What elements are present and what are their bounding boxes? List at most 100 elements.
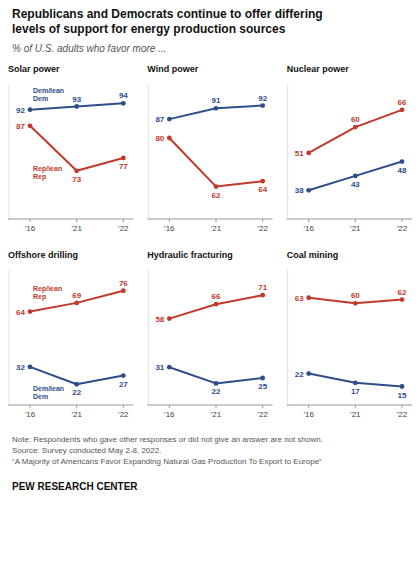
x-tick-label: '16 (164, 410, 175, 419)
data-label: 94 (119, 91, 128, 100)
point (167, 136, 172, 141)
data-label: 87 (16, 122, 25, 131)
x-tick (30, 405, 31, 408)
point (214, 184, 219, 189)
point (167, 316, 172, 321)
point (28, 107, 33, 112)
panel: Nuclear power'16'21'22384348516066 (287, 64, 412, 233)
point (121, 156, 126, 161)
x-tick (308, 405, 309, 408)
point (214, 106, 219, 111)
point (400, 384, 405, 389)
data-label: 92 (258, 94, 267, 103)
series-line (309, 162, 402, 191)
point (400, 107, 405, 112)
series-label: Rep/lean Rep (33, 285, 64, 301)
x-tick-label: '22 (257, 224, 268, 233)
panel-title: Solar power (8, 64, 60, 74)
x-axis (147, 405, 272, 406)
background (0, 0, 420, 567)
x-axis (287, 219, 412, 220)
data-label: 87 (155, 115, 164, 124)
panel: Hydraulic fracturing'16'21'2231222558667… (147, 250, 272, 419)
data-label: 31 (155, 363, 164, 372)
x-tick-label: '21 (71, 224, 82, 233)
x-axis (8, 405, 133, 406)
x-axis (8, 219, 133, 220)
x-tick-label: '22 (397, 224, 408, 233)
x-tick (216, 219, 217, 222)
series-line (309, 110, 402, 153)
x-tick (76, 219, 77, 222)
y-range-line (148, 84, 149, 219)
data-label: 92 (16, 106, 25, 115)
point (353, 301, 358, 306)
x-tick-label: '16 (303, 224, 314, 233)
x-tick (76, 405, 77, 408)
x-tick (123, 219, 124, 222)
x-tick-label: '21 (211, 224, 222, 233)
point (214, 381, 219, 386)
y-range-line (9, 84, 10, 219)
point (353, 380, 358, 385)
x-tick (402, 219, 403, 222)
panel-title: Coal mining (287, 250, 339, 260)
series-line (169, 106, 262, 120)
x-axis (287, 405, 412, 406)
data-label: 76 (119, 279, 128, 288)
x-tick (262, 219, 263, 222)
data-label: 48 (398, 166, 407, 175)
data-label: 51 (295, 149, 304, 158)
x-tick-label: '21 (211, 410, 222, 419)
point (121, 373, 126, 378)
point (167, 365, 172, 370)
subtitle: % of U.S. adults who favor more ... (12, 43, 167, 54)
data-label: 66 (212, 292, 221, 301)
data-label: 91 (212, 96, 221, 105)
data-label: 22 (295, 370, 304, 379)
y-range-line (287, 270, 288, 405)
plot-area (28, 101, 126, 173)
x-tick (402, 405, 403, 408)
panel-title: Offshore drilling (8, 250, 78, 260)
plot-area (167, 103, 265, 189)
point (260, 103, 265, 108)
x-tick (355, 405, 356, 408)
point (121, 288, 126, 293)
source: PEW RESEARCH CENTER (12, 481, 138, 492)
point (74, 168, 79, 173)
point (306, 371, 311, 376)
series-line (169, 138, 262, 187)
point (167, 117, 172, 122)
figure: Republicans and Democrats continue to of… (0, 0, 420, 567)
point (353, 125, 358, 130)
panel-title: Nuclear power (287, 64, 350, 74)
series-line (169, 367, 262, 383)
y-range-line (287, 84, 288, 219)
x-tick (262, 405, 263, 408)
y-range-line (9, 270, 10, 405)
panel: Coal mining'16'21'22221715636062 (287, 250, 412, 419)
plot-area (28, 288, 126, 386)
point (121, 101, 126, 106)
data-label: 69 (72, 291, 81, 300)
data-label: 62 (398, 288, 407, 297)
point (260, 293, 265, 298)
data-label: 17 (351, 387, 360, 396)
data-label: 80 (155, 134, 164, 143)
x-tick-label: '21 (350, 410, 361, 419)
point (400, 159, 405, 164)
panel-title: Wind power (147, 64, 198, 74)
x-tick-label: '21 (71, 410, 82, 419)
data-label: 60 (351, 115, 360, 124)
data-label: 22 (212, 387, 221, 396)
point (400, 297, 405, 302)
data-label: 32 (16, 363, 25, 372)
x-tick-label: '16 (25, 224, 36, 233)
data-label: 63 (295, 294, 304, 303)
point (214, 302, 219, 307)
x-axis (147, 219, 272, 220)
y-range-line (148, 270, 149, 405)
series-line (309, 374, 402, 387)
x-tick (169, 405, 170, 408)
